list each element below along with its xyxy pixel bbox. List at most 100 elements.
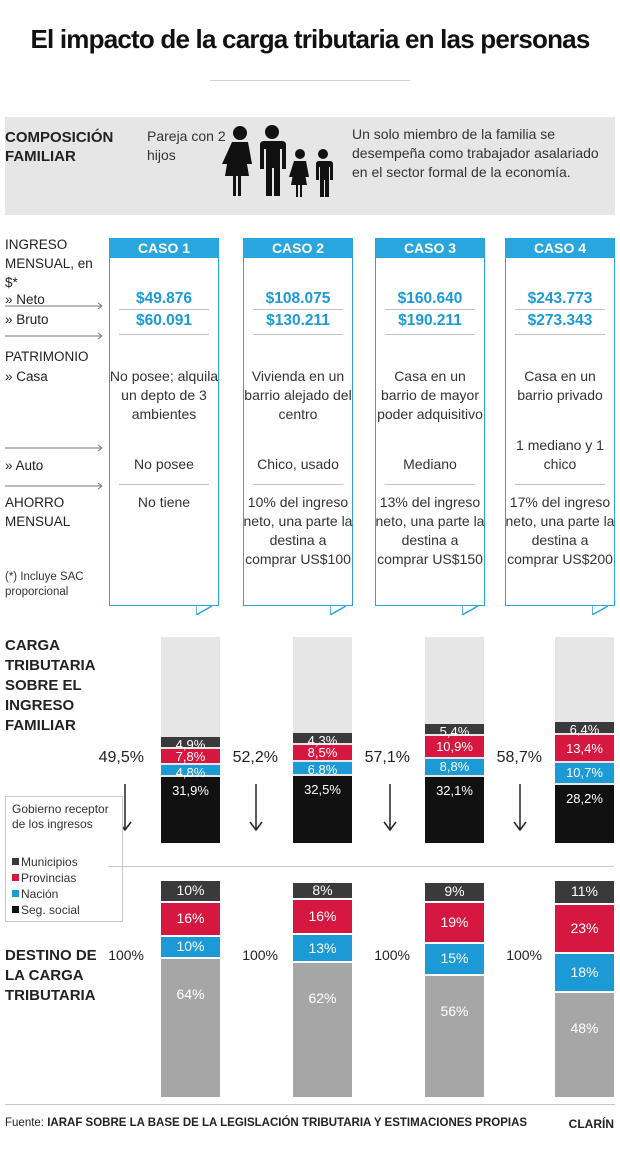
destino-value-label: 11% [571,883,598,900]
legend-label: Municipios [21,855,78,869]
casa-label: » Casa [5,369,48,384]
carga-bar-2-seg-social: 32,5% [293,776,352,843]
carga-bar-3-seg-social: 32,1% [425,776,484,843]
case-1-ahorro: No tiene [137,494,191,510]
family-type: Pareja con 2 hijos [147,128,226,163]
destino-value-label: 16% [308,908,337,925]
family-icon [222,125,333,197]
carga-value-label: 8,5% [307,744,338,760]
legend-item-nacion: Nación [12,887,58,902]
legend-title: Gobierno receptor de los ingresos [12,802,109,831]
carga-bar-3-nacion: 8,8% [425,758,484,775]
case-2-auto: Chico, usado [257,456,339,472]
carga-bar-3-provincias: 10,9% [425,736,484,757]
case-separator [515,484,605,485]
legend-swatch [12,874,19,881]
case-3-card [375,238,485,606]
destino-total-4: 100% [506,947,542,963]
destino-bar-4-nacion: 18% [555,954,614,992]
destino-bar-3-municipios: 9% [425,883,484,901]
carga-total-1: 49,5% [98,749,144,766]
carga-value-label: 28,2% [566,790,603,806]
destino-bar-2-seg-social: 62% [293,963,352,1097]
case-2-header: CASO 2 [243,238,353,258]
carga-total-2: 52,2% [232,749,278,766]
carga-value-label: 6,4% [569,722,600,738]
carga-bar-2-municipios: 4,3% [293,732,352,748]
family-label: COMPOSICIÓN FAMILIAR [5,129,114,165]
case-tail-icon [462,605,478,615]
auto-label: » Auto [5,458,44,473]
ingreso-label: INGRESO MENSUAL, en $* [5,237,93,290]
case-1-neto: $49.876 [135,290,193,307]
carga-bar-4-seg-social: 28,2% [555,784,614,843]
case-2-ahorro: 10% del ingreso neto, una parte la desti… [243,494,353,567]
case-separator [119,484,209,485]
carga-value-label: 13,4% [566,740,603,756]
case-separator [253,334,343,335]
legend-item-seg-social: Seg. social [12,903,80,918]
bruto-label: » Bruto [5,312,49,327]
carga-value-label: 32,5% [304,782,341,798]
case-separator [119,334,209,335]
carga-value-label: 4,8% [175,765,206,781]
row-arrow-icon [5,332,103,340]
case-tail-icon [592,605,608,615]
carga-value-label: 6,8% [307,762,338,778]
legend [5,796,123,922]
case-separator [385,334,475,335]
down-arrow-icon [513,784,527,832]
patrimonio-label: PATRIMONIO [5,349,89,364]
ahorro-label: AHORRO MENSUAL [5,495,71,529]
destino-value-label: 19% [440,913,469,930]
destino-value-label: 13% [308,939,337,956]
legend-label: Nación [21,887,59,901]
case-4-auto: 1 mediano y 1 chico [516,437,604,472]
case-3-ahorro: 13% del ingreso neto, una parte la desti… [375,494,485,567]
case-2-casa: Vivienda en un barrio alejado del centro [244,368,352,422]
destino-total-3: 100% [374,947,410,963]
source-line: Fuente: IARAF SOBRE LA BASE DE LA LEGISL… [5,1117,527,1129]
destino-value-label: 62% [308,990,337,1007]
neto-label: » Neto [5,292,45,307]
case-1-casa: No posee; alquila un depto de 3 ambiente… [109,368,219,422]
case-1-bruto: $60.091 [135,312,193,329]
destino-bar-4-municipios: 11% [555,881,614,903]
carga-total-3: 57,1% [364,749,410,766]
carga-value-label: 10,7% [566,765,603,781]
case-tail-icon [196,605,212,615]
case-3-auto: Mediano [403,456,457,472]
destino-bar-1-provincias: 16% [161,902,220,936]
destino-value-label: 10% [176,938,205,955]
case-4-header: CASO 4 [505,238,615,258]
carga-value-label: 4,9% [175,737,206,753]
down-arrow-icon [249,784,263,832]
case-3-neto: $160.640 [397,290,463,307]
carga-value-label: 5,4% [439,724,470,740]
legend-label: Provincias [21,871,77,885]
case-4-neto: $243.773 [527,290,593,307]
down-arrow-icon [383,784,397,832]
title-divider [210,80,410,81]
case-2-bruto: $130.211 [266,312,330,329]
case-separator [515,309,605,310]
destino-value-label: 8% [312,882,333,899]
case-1-header: CASO 1 [109,238,219,258]
case-2-card [243,238,353,606]
carga-bar-1-nacion: 4,8% [161,765,220,780]
case-4-bruto: $273.343 [527,312,593,329]
case-3-bruto: $190.211 [398,312,462,329]
destino-value-label: 15% [440,950,469,967]
footer-divider [5,1104,615,1105]
legend-swatch [12,858,19,865]
case-separator [385,484,475,485]
destino-bar-3-nacion: 15% [425,943,484,975]
carga-value-label: 32,1% [436,782,473,798]
family-description: Un solo miembro de la familia se desempe… [352,126,599,180]
case-separator [253,309,343,310]
case-separator [253,484,343,485]
source-text: IARAF SOBRE LA BASE DE LA LEGISLACIÓN TR… [47,1117,528,1129]
case-separator [515,334,605,335]
carga-section-label: CARGA TRIBUTARIA SOBRE EL INGRESO FAMILI… [5,637,95,734]
case-1-card [109,238,219,606]
